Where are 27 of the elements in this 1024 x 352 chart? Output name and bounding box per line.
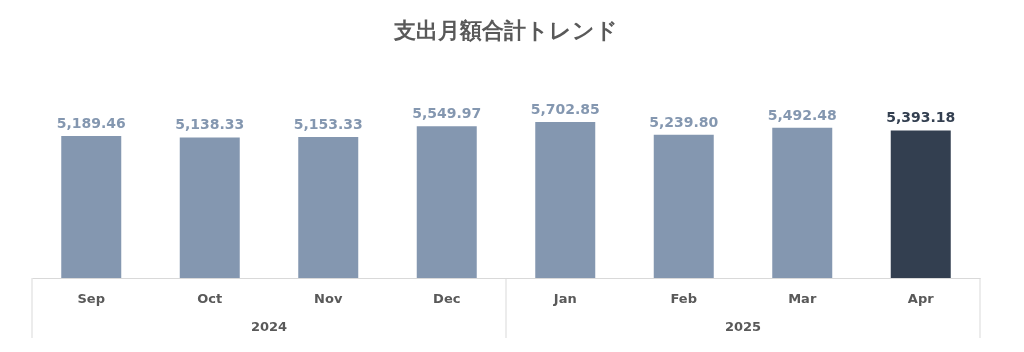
x-tick-label: Dec	[433, 290, 461, 306]
x-tick-label: Sep	[77, 290, 105, 306]
bar	[535, 122, 596, 278]
x-tick-label: Oct	[197, 290, 223, 306]
x-tick-label: Jan	[552, 290, 577, 306]
data-label: 5,492.48	[767, 106, 837, 123]
chart-title: 支出月額合計トレンド	[393, 18, 618, 43]
data-label: 5,393.18	[886, 109, 956, 126]
bar	[772, 127, 833, 278]
data-label: 5,153.33	[293, 116, 363, 133]
data-label: 5,549.97	[412, 105, 482, 122]
data-label: 5,239.80	[649, 113, 719, 130]
bar	[179, 137, 240, 278]
text: 2025	[724, 319, 762, 334]
x-tick-label: Mar	[788, 290, 817, 306]
x-tick-label: Feb	[670, 290, 697, 306]
bar	[890, 130, 951, 278]
text: 2024	[250, 319, 288, 334]
bar	[653, 134, 714, 278]
x-tick-label: Nov	[314, 290, 343, 306]
data-label: 5,138.33	[175, 116, 245, 133]
bar	[298, 137, 359, 278]
bar	[416, 126, 477, 278]
data-label: 5,189.46	[56, 115, 126, 132]
bar	[61, 136, 122, 278]
x-tick-label: Apr	[907, 290, 935, 306]
data-label: 5,702.85	[530, 101, 600, 117]
